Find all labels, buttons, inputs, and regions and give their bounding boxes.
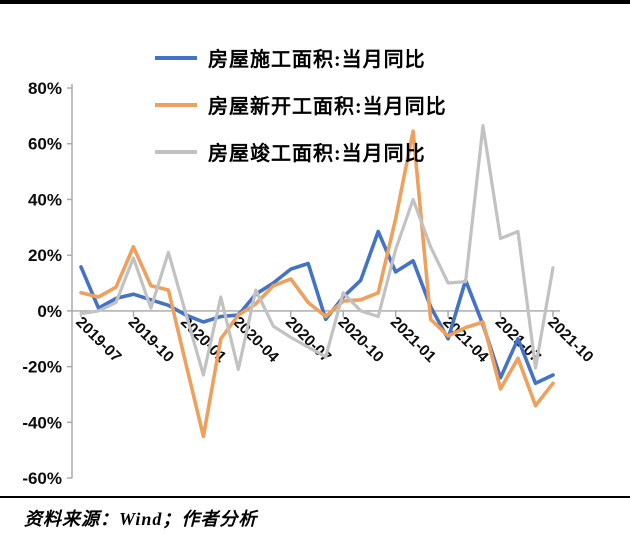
legend-item-construction: 房屋施工面积:当月同比 [155,34,447,81]
x-tick-label: 2021-10 [544,314,596,366]
legend-line-completions-icon [155,149,197,154]
y-tick-label: 60% [28,135,62,154]
legend-line-new-starts-icon [155,102,197,107]
x-tick-label: 2020-10 [334,314,386,366]
x-tick-label: 2019-10 [125,314,177,366]
legend-line-construction-icon [155,55,197,60]
legend-label-construction: 房屋施工面积:当月同比 [208,49,426,71]
line-construction-area [79,229,555,386]
chart-legend: 房屋施工面积:当月同比 房屋新开工面积:当月同比 房屋竣工面积:当月同比 [155,34,447,175]
top-divider [0,0,630,4]
legend-label-completions: 房屋竣工面积:当月同比 [208,143,426,165]
y-tick-label: -40% [22,413,62,432]
y-tick-label: 0% [37,302,62,321]
bottom-divider [0,496,630,498]
source-note: 资料来源：Wind；作者分析 [24,509,258,529]
y-tick-label: -60% [22,469,62,488]
y-tick-label: 40% [28,190,62,209]
line-chart: 80% 60% 40% 20% 0% -20% -40% -60% 2019-07 2019-10… [22,79,596,488]
line-new-starts-area [79,129,555,439]
x-tick-label: 2019-07 [72,314,124,366]
y-tick-label: -20% [22,358,62,377]
line-completions-area [79,123,555,377]
legend-label-new-starts: 房屋新开工面积:当月同比 [208,96,447,118]
x-tick-label: 2020-04 [229,314,282,367]
legend-item-completions: 房屋竣工面积:当月同比 [155,128,447,175]
y-tick-label: 80% [28,79,62,98]
y-tick-label: 20% [28,246,62,265]
legend-item-new-starts: 房屋新开工面积:当月同比 [155,81,447,128]
